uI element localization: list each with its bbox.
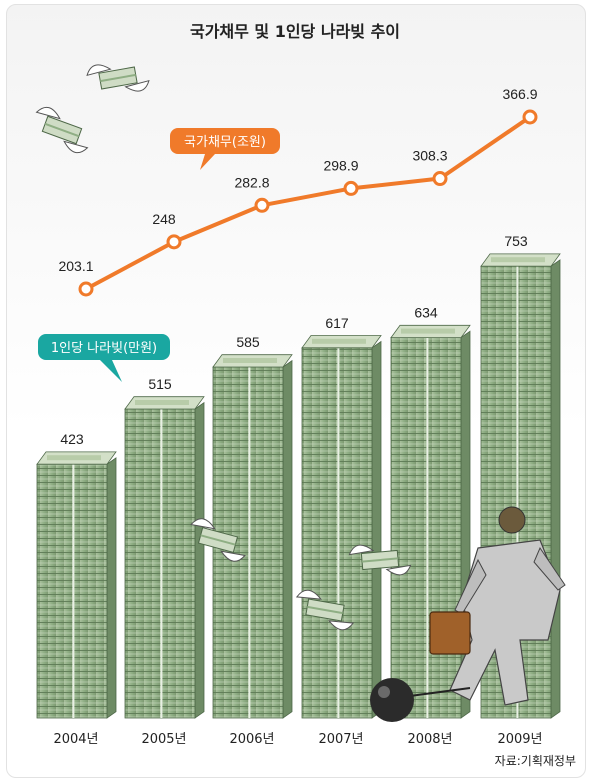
bar-top-bill-2 bbox=[223, 358, 277, 363]
per-capita-legend-callout: 1인당 나라빚(만원) bbox=[38, 334, 170, 382]
bar-3 bbox=[301, 335, 382, 719]
bar-side-1 bbox=[194, 401, 205, 719]
flying-money-icon bbox=[35, 106, 89, 154]
bar-value-label-3: 617 bbox=[325, 315, 349, 331]
debt-value-label-4: 308.3 bbox=[412, 148, 447, 164]
bar-value-label-4: 634 bbox=[414, 305, 438, 321]
bar-front-0 bbox=[36, 463, 108, 719]
debt-point-5 bbox=[522, 109, 538, 125]
debt-point-2 bbox=[254, 197, 270, 213]
bar-front-4 bbox=[390, 337, 462, 719]
debt-value-label-0: 203.1 bbox=[58, 258, 93, 274]
bar-value-label-2: 585 bbox=[236, 334, 260, 350]
bar-value-label-1: 515 bbox=[148, 376, 172, 392]
bars-group: 423 515 585 617 634 753 bbox=[36, 233, 561, 719]
bar-value-label-5: 753 bbox=[504, 233, 528, 249]
bar-side-0 bbox=[106, 457, 117, 719]
per-capita-legend-pointer bbox=[100, 360, 122, 382]
bar-side-5 bbox=[550, 259, 561, 719]
chain-icon bbox=[409, 687, 471, 697]
bar-side-2 bbox=[282, 359, 293, 719]
bar-front-1 bbox=[124, 408, 196, 719]
flying-money-icon bbox=[190, 518, 246, 562]
x-label-5: 2009년 bbox=[497, 732, 542, 747]
x-label-1: 2005년 bbox=[141, 732, 186, 747]
x-label-0: 2004년 bbox=[53, 732, 98, 747]
bar-front-3 bbox=[301, 347, 373, 719]
bar-4 bbox=[390, 324, 471, 719]
bar-value-label-0: 423 bbox=[60, 431, 84, 447]
debt-value-label-5: 366.9 bbox=[502, 86, 537, 102]
flying-money-icon bbox=[348, 544, 412, 576]
debt-point-1 bbox=[166, 234, 182, 250]
x-label-2: 2006년 bbox=[229, 732, 274, 747]
bar-0 bbox=[36, 451, 117, 719]
debt-value-label-3: 298.9 bbox=[323, 157, 358, 173]
flying-money-icon bbox=[295, 589, 355, 631]
bar-top-bill-4 bbox=[401, 328, 455, 334]
bar-top-bill-1 bbox=[135, 400, 189, 405]
debt-legend-box bbox=[170, 128, 280, 154]
x-label-3: 2007년 bbox=[318, 732, 363, 747]
debt-legend-pointer bbox=[200, 154, 215, 170]
bar-top-bill-0 bbox=[47, 455, 101, 461]
decoration-group bbox=[35, 64, 566, 722]
source-note: 자료:기획재정부 bbox=[494, 754, 576, 768]
bar-side-3 bbox=[371, 340, 382, 719]
line-series-group: 203.1 248 282.8 298.9 308.3 366.9 bbox=[58, 86, 538, 297]
debt-point-3 bbox=[343, 180, 359, 196]
per-capita-legend-box bbox=[38, 334, 170, 360]
debt-line bbox=[85, 115, 532, 291]
debt-value-label-1: 248 bbox=[152, 211, 176, 227]
man-with-briefcase-illustration bbox=[370, 506, 566, 722]
per-capita-legend-label: 1인당 나라빚(만원) bbox=[51, 341, 157, 356]
bar-top-bill-3 bbox=[312, 338, 366, 344]
bar-top-bill-5 bbox=[491, 257, 545, 263]
debt-point-4 bbox=[432, 171, 448, 187]
bar-1 bbox=[124, 396, 205, 719]
briefcase-icon bbox=[429, 611, 471, 655]
flying-money-icon bbox=[86, 64, 150, 92]
chart-title: 국가채무 및 1인당 나라빚 추이 bbox=[189, 22, 401, 41]
debt-point-0 bbox=[78, 281, 94, 297]
debt-value-label-2: 282.8 bbox=[234, 174, 269, 190]
debt-legend-label: 국가채무(조원) bbox=[184, 135, 266, 150]
x-axis-labels: 2004년 2005년 2006년 2007년 2008년 2009년 bbox=[53, 732, 542, 747]
x-label-4: 2008년 bbox=[407, 732, 452, 747]
iron-ball-icon bbox=[370, 678, 414, 722]
debt-legend-callout: 국가채무(조원) bbox=[170, 128, 280, 170]
